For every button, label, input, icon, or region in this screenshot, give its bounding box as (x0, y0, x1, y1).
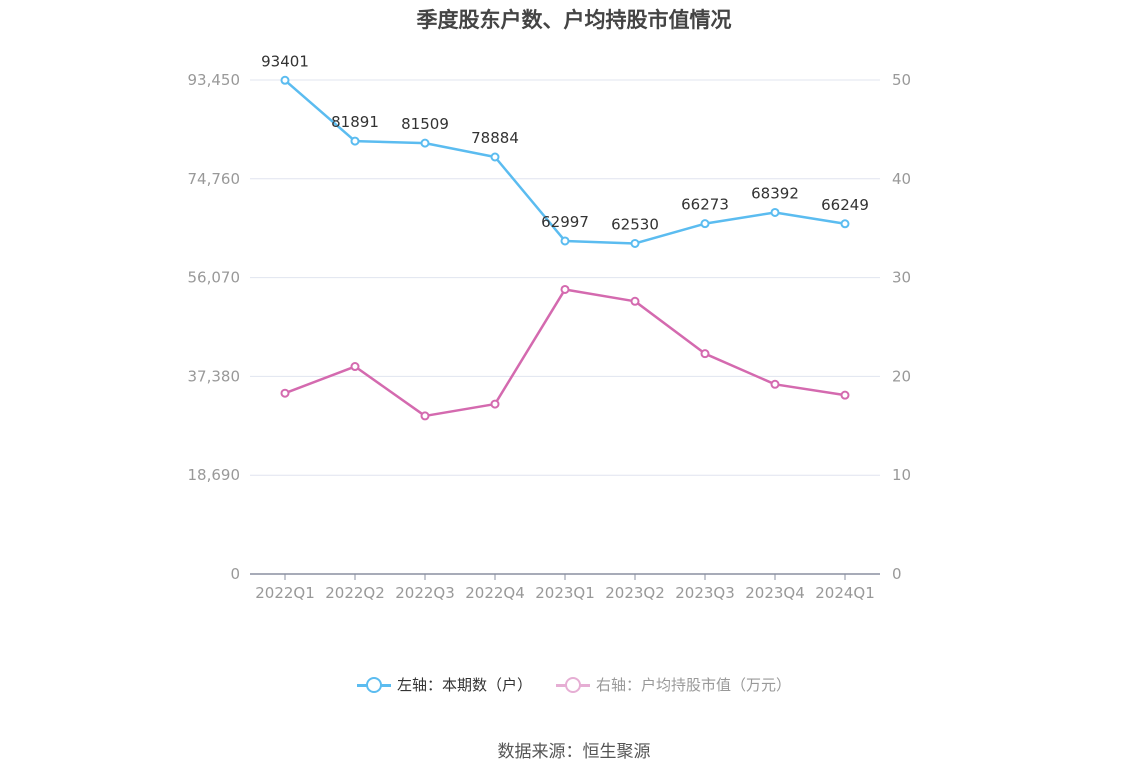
series (280, 75, 850, 421)
right-series-point (420, 411, 430, 421)
x-axis-tick-label: 2022Q2 (325, 584, 385, 602)
legend-item-left[interactable]: 左轴：本期数（户） (356, 674, 532, 695)
grid-lines (250, 79, 880, 476)
right-axis-tick-label: 0 (892, 565, 902, 583)
legend: 左轴：本期数（户） 右轴：户均持股市值（万元） (0, 674, 1148, 695)
legend-right-label: 右轴：户均持股市值（万元） (596, 676, 792, 694)
data-labels: 93401 81891 81509 78884 62997 62530 66273 68392… (261, 52, 869, 233)
right-series-point (700, 349, 710, 359)
left-series-point (630, 238, 640, 248)
data-source: 数据来源：恒生聚源 (497, 742, 651, 762)
left-axis-tick-label: 37,380 (188, 367, 241, 385)
left-series-point (490, 152, 500, 162)
left-axis-tick-label: 93,450 (188, 71, 241, 89)
data-label: 66273 (681, 196, 729, 214)
data-label: 81891 (331, 113, 379, 131)
x-axis-tick-label: 2023Q4 (745, 584, 805, 602)
line-chart: 0 0 18,690 10 37,380 20 56,070 30 74,760 40 93,450… (188, 52, 912, 602)
x-axis-tick-label: 2022Q1 (255, 584, 315, 602)
chart-title: 季度股东户数、户均持股市值情况 (416, 8, 732, 32)
right-series-point (840, 390, 850, 400)
data-label: 68392 (751, 184, 799, 202)
right-series-point (770, 379, 780, 389)
data-label: 81509 (401, 115, 449, 133)
right-series-point (560, 284, 570, 294)
left-series-point (280, 75, 290, 85)
left-series-point (420, 138, 430, 148)
x-axis-tick-label: 2023Q2 (605, 584, 665, 602)
left-series-point (560, 236, 570, 246)
data-label: 62530 (611, 215, 659, 233)
right-series-point (630, 296, 640, 306)
left-axis-tick-label: 56,070 (188, 269, 241, 287)
left-series-point (770, 207, 780, 217)
left-series-point (350, 136, 360, 146)
axes: 0 0 18,690 10 37,380 20 56,070 30 74,760 40 93,450… (188, 71, 912, 602)
legend-left-label: 左轴：本期数（户） (396, 676, 532, 694)
data-label: 93401 (261, 52, 309, 70)
right-series-point (280, 388, 290, 398)
x-axis-tick-label: 2023Q1 (535, 584, 595, 602)
right-axis-tick-label: 30 (892, 269, 911, 287)
left-axis-tick-label: 74,760 (188, 170, 241, 188)
left-axis-tick-label: 0 (230, 565, 240, 583)
right-series-point (490, 399, 500, 409)
x-axis-tick-label: 2022Q4 (465, 584, 525, 602)
left-series-point (700, 219, 710, 229)
data-label: 62997 (541, 213, 589, 231)
left-axis-tick-label: 18,690 (188, 466, 241, 484)
x-axis-tick-label: 2023Q3 (675, 584, 735, 602)
left-series-point (840, 219, 850, 229)
x-axis-tick-label: 2024Q1 (815, 584, 875, 602)
right-axis-tick-label: 20 (892, 367, 911, 385)
right-axis-tick-label: 50 (892, 71, 911, 89)
data-label: 66249 (821, 196, 869, 214)
legend-left-swatch-icon (356, 676, 391, 694)
right-series-point (350, 362, 360, 372)
right-axis-tick-label: 40 (892, 170, 911, 188)
data-label: 78884 (471, 129, 519, 147)
legend-right-swatch-icon (556, 676, 590, 694)
x-axis-tick-label: 2022Q3 (395, 584, 455, 602)
right-axis-tick-label: 10 (892, 466, 911, 484)
right-series-line (284, 288, 846, 418)
legend-item-right[interactable]: 右轴：户均持股市值（万元） (556, 674, 791, 695)
